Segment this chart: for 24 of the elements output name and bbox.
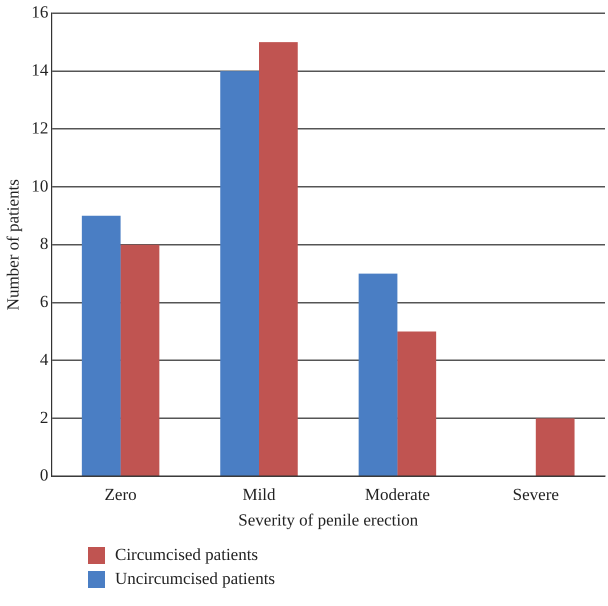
y-tick-label: 6	[40, 292, 48, 312]
y-tick-label: 10	[31, 176, 48, 196]
y-tick-label: 12	[31, 118, 48, 138]
y-tick-label: 8	[40, 234, 48, 254]
y-tick-label: 0	[40, 466, 48, 485]
y-tick-label: 14	[31, 60, 49, 80]
y-tick-label: 4	[40, 350, 49, 369]
legend-label: Uncircumcised patients	[115, 569, 276, 589]
y-axis-title: Number of patients	[4, 179, 23, 310]
x-tick-label: Mild	[242, 484, 276, 504]
bar	[82, 216, 121, 476]
y-tick-label: 16	[31, 2, 48, 22]
bar	[120, 244, 160, 476]
bar	[536, 418, 575, 476]
x-tick-label: Zero	[104, 484, 137, 504]
bar	[397, 332, 436, 476]
bar	[220, 71, 259, 476]
legend-label: Circumcised patients	[115, 545, 258, 565]
bar	[259, 42, 298, 476]
x-axis-title: Severity of penile erection	[238, 510, 419, 530]
x-tick-label: Severe	[512, 484, 559, 504]
x-tick-label: Moderate	[364, 484, 430, 504]
y-tick-label: 2	[40, 408, 48, 427]
bar	[358, 274, 398, 476]
